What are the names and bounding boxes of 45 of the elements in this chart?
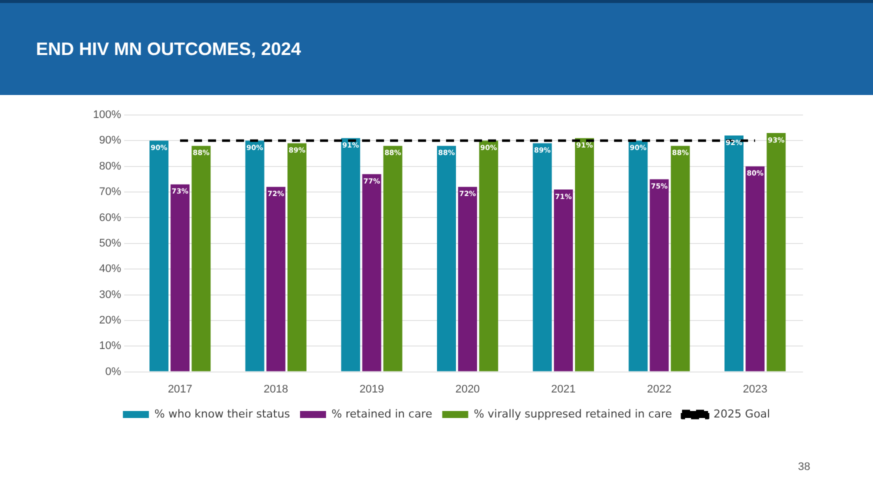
bar bbox=[245, 140, 264, 372]
y-tick-label: 20% bbox=[99, 314, 122, 326]
x-tick-label: 2023 bbox=[742, 383, 768, 396]
bar bbox=[575, 138, 594, 372]
x-tick-label: 2019 bbox=[359, 383, 384, 396]
bar bbox=[670, 146, 690, 372]
legend-label: % retained in care bbox=[332, 407, 432, 420]
bar bbox=[287, 143, 306, 372]
y-tick-label: 30% bbox=[99, 288, 122, 301]
y-tick-label: 40% bbox=[99, 263, 122, 276]
bar bbox=[746, 166, 765, 372]
y-tick-label: 90% bbox=[99, 134, 122, 147]
y-tick-label: 10% bbox=[99, 340, 122, 352]
bar bbox=[554, 189, 573, 372]
bar bbox=[362, 174, 382, 372]
bar bbox=[458, 186, 478, 372]
bar bbox=[170, 184, 190, 372]
bar bbox=[479, 140, 498, 372]
bar bbox=[266, 186, 286, 372]
y-tick-label: 0% bbox=[105, 366, 122, 378]
text: 38 bbox=[798, 461, 810, 473]
x-tick-label: 2018 bbox=[264, 383, 288, 396]
y-tick-label: 70% bbox=[99, 186, 122, 198]
x-tick-label: 2017 bbox=[168, 383, 192, 396]
x-tick-label: 2021 bbox=[551, 383, 576, 396]
x-tick-label: 2020 bbox=[455, 383, 480, 396]
y-tick-label: 80% bbox=[99, 160, 122, 172]
y-tick-label: 100% bbox=[92, 109, 122, 122]
bar bbox=[724, 136, 744, 372]
y-tick-label: 50% bbox=[99, 237, 122, 250]
legend-label: % virally suppresed retained in care bbox=[474, 407, 672, 420]
bar bbox=[192, 146, 211, 372]
bar bbox=[532, 143, 552, 372]
bar bbox=[766, 132, 786, 372]
bar bbox=[650, 179, 669, 372]
bar bbox=[383, 146, 402, 372]
bar bbox=[436, 146, 456, 372]
bar bbox=[628, 140, 648, 372]
bar bbox=[341, 138, 360, 372]
x-tick-label: 2022 bbox=[647, 383, 672, 396]
chart-title: END HIV MN OUTCOMES, 2024 bbox=[36, 39, 302, 60]
bar bbox=[149, 140, 168, 372]
y-tick-label: 60% bbox=[99, 212, 122, 224]
legend-label: % who know their status bbox=[154, 407, 290, 420]
legend-label: 2025 Goal bbox=[714, 407, 770, 420]
